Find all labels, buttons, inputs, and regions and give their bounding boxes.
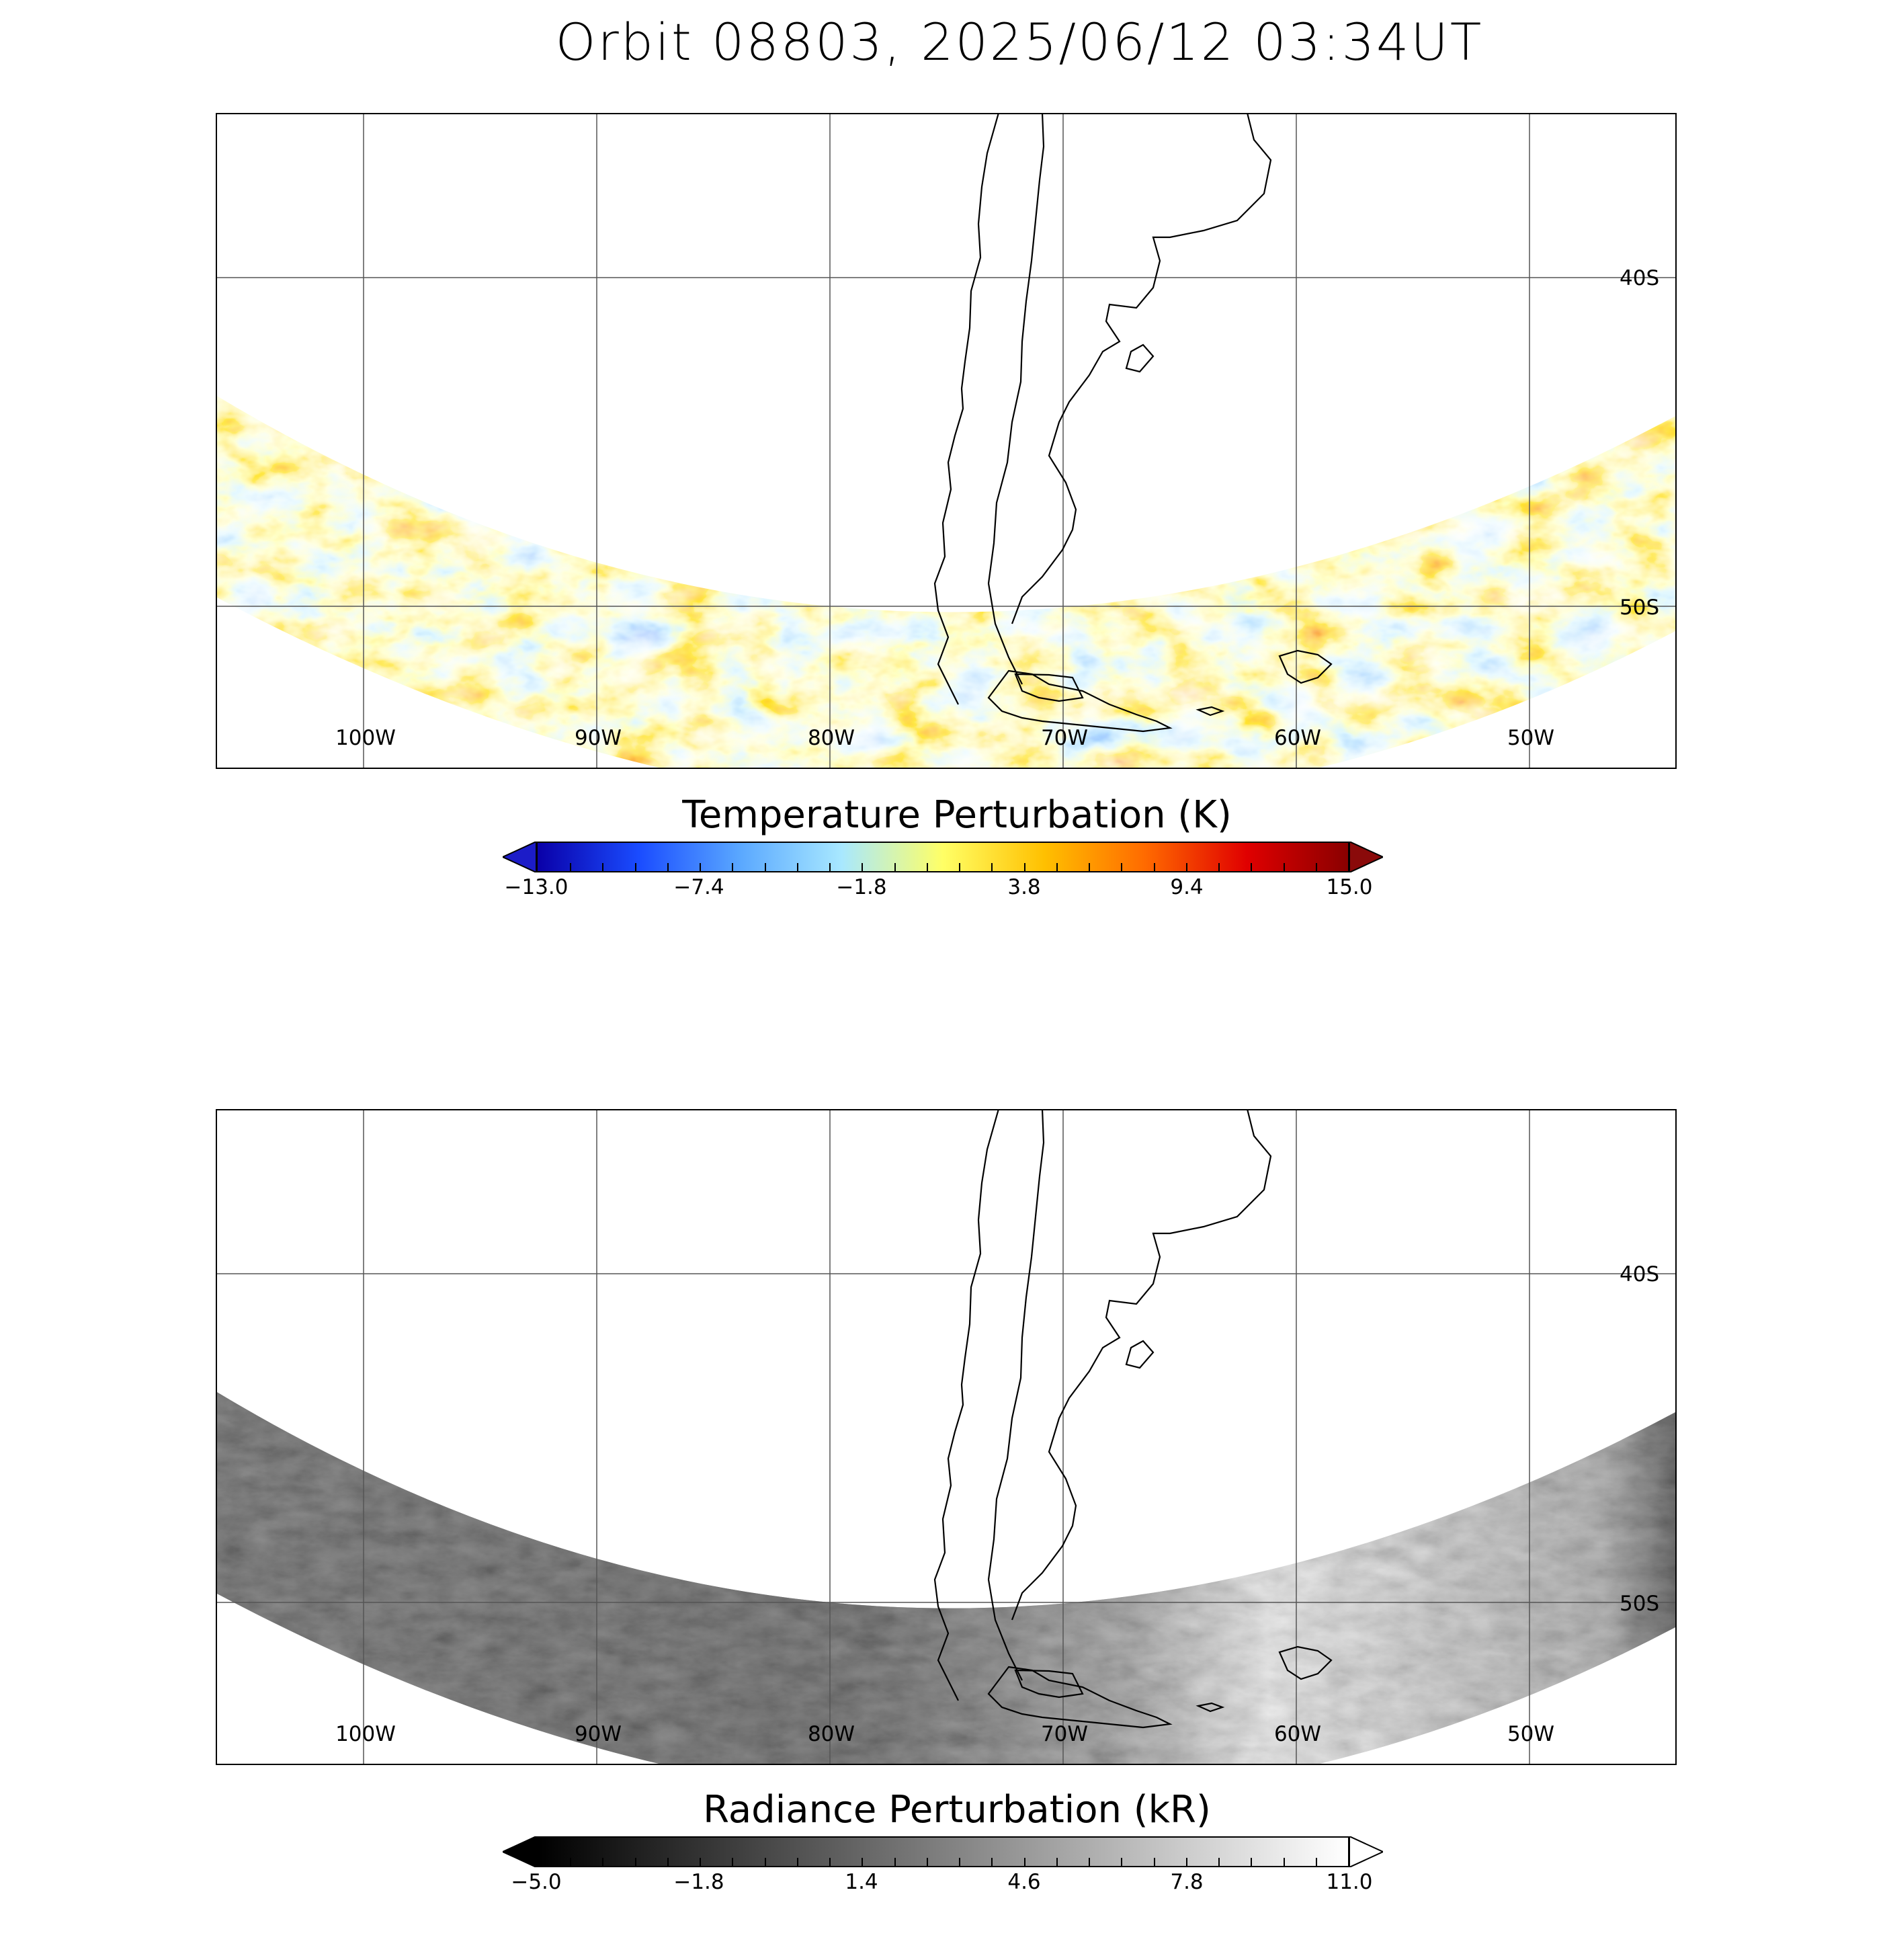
- lon-label-80w: 80W: [807, 726, 855, 750]
- temperature-colorbar-label: 9.4: [1170, 875, 1204, 899]
- temperature-colorbar-tick: [894, 863, 896, 871]
- radiance-colorbar-tick: [894, 1858, 896, 1866]
- lat-label-50s: 50S: [1620, 596, 1660, 620]
- temperature-colorbar-tick: [1218, 863, 1220, 871]
- radiance-colorbar-label: −5.0: [511, 1870, 562, 1894]
- temperature-colorbar-label: −13.0: [504, 875, 569, 899]
- temperature-colorbar-tick: [634, 863, 636, 871]
- lon-label-50w: 50W: [1507, 726, 1555, 750]
- radiance-colorbar-tick: [667, 1858, 669, 1866]
- temperature-over-arrow: [1349, 842, 1383, 872]
- temperature-map: [216, 113, 1677, 768]
- temperature-colorbar-tick: [1023, 863, 1025, 871]
- radiance-colorbar-tick: [1056, 1858, 1058, 1866]
- radiance-colorbar-tick: [634, 1858, 636, 1866]
- radiance-map: [216, 1109, 1677, 1764]
- lon-label-100w: 100W: [335, 726, 396, 750]
- lon-label-90w: 90W: [574, 1722, 622, 1746]
- temperature-colorbar-tick: [1251, 863, 1253, 871]
- lon-label-100w: 100W: [335, 1722, 396, 1746]
- temperature-colorbar-tick: [1089, 863, 1091, 871]
- radiance-colorbar-tick: [570, 1858, 572, 1866]
- temperature-colorbar-title: Temperature Perturbation (K): [682, 793, 1232, 837]
- lon-label-70w: 70W: [1040, 726, 1089, 750]
- temperature-colorbar-tick: [1185, 863, 1187, 871]
- radiance-colorbar-label: 4.6: [1007, 1870, 1041, 1894]
- radiance-colorbar-tick: [602, 1858, 604, 1866]
- temperature-colorbar-label: 3.8: [1007, 875, 1041, 899]
- radiance-colorbar-tick: [1023, 1858, 1025, 1866]
- temperature-colorbar-tick: [991, 863, 993, 871]
- temperature-colorbar-tick: [796, 863, 798, 871]
- graticule: [216, 113, 1677, 768]
- radiance-colorbar-tick: [1185, 1858, 1187, 1866]
- temperature-colorbar-tick: [862, 863, 864, 871]
- lat-label-50s: 50S: [1620, 1592, 1660, 1616]
- temperature-colorbar-tick: [829, 863, 831, 871]
- radiance-colorbar-label: −1.8: [673, 1870, 724, 1894]
- temperature-colorbar-tick: [1283, 863, 1285, 871]
- temperature-colorbar-label: −1.8: [836, 875, 887, 899]
- radiance-colorbar-tick: [926, 1858, 928, 1866]
- radiance-colorbar: [536, 1836, 1349, 1867]
- radiance-colorbar-tick: [1089, 1858, 1091, 1866]
- radiance-colorbar-tick: [1121, 1858, 1123, 1866]
- radiance-colorbar-tick: [732, 1858, 734, 1866]
- radiance-colorbar-tick: [1251, 1858, 1253, 1866]
- radiance-colorbar-tick: [829, 1858, 831, 1866]
- radiance-colorbar-tick: [1283, 1858, 1285, 1866]
- lat-label-40s: 40S: [1620, 266, 1660, 290]
- temperature-colorbar-tick: [1056, 863, 1058, 871]
- radiance-colorbar-tick: [862, 1858, 864, 1866]
- temperature-colorbar-tick: [764, 863, 766, 871]
- temperature-colorbar: [536, 842, 1349, 872]
- radiance-over-arrow: [1349, 1836, 1383, 1867]
- temperature-colorbar-label: −7.4: [673, 875, 724, 899]
- lon-label-60w: 60W: [1273, 726, 1322, 750]
- radiance-colorbar-tick: [1315, 1858, 1317, 1866]
- radiance-colorbar-tick: [1218, 1858, 1220, 1866]
- radiance-colorbar-tick: [1153, 1858, 1155, 1866]
- lon-label-90w: 90W: [574, 726, 622, 750]
- temperature-colorbar-tick: [700, 863, 702, 871]
- radiance-colorbar-tick: [959, 1858, 961, 1866]
- orbit-title: Orbit 08803, 2025/06/12 03:34UT: [555, 12, 1484, 72]
- radiance-colorbar-tick: [796, 1858, 798, 1866]
- radiance-swath: [216, 1391, 1677, 1764]
- lon-label-60w: 60W: [1273, 1722, 1322, 1746]
- temperature-map-panel: [216, 113, 1677, 768]
- radiance-under-arrow: [503, 1836, 536, 1867]
- temperature-colorbar-tick: [732, 863, 734, 871]
- radiance-colorbar-tick: [700, 1858, 702, 1866]
- temperature-colorbar-tick: [1315, 863, 1317, 871]
- lat-label-40s: 40S: [1620, 1262, 1660, 1287]
- radiance-colorbar-label: 1.4: [845, 1870, 878, 1894]
- radiance-map-panel: [216, 1109, 1677, 1764]
- lon-label-70w: 70W: [1040, 1722, 1089, 1746]
- south-america-coastline: [933, 1109, 1333, 1729]
- radiance-colorbar-label: 11.0: [1326, 1870, 1373, 1894]
- temperature-colorbar-tick: [1121, 863, 1123, 871]
- temperature-colorbar-tick: [959, 863, 961, 871]
- south-america-coastline: [933, 113, 1333, 733]
- lon-label-50w: 50W: [1507, 1722, 1555, 1746]
- temperature-colorbar-label: 15.0: [1326, 875, 1373, 899]
- temperature-colorbar-tick: [602, 863, 604, 871]
- radiance-colorbar-label: 7.8: [1170, 1870, 1204, 1894]
- temperature-under-arrow: [503, 842, 536, 872]
- temperature-colorbar-tick: [570, 863, 572, 871]
- temperature-colorbar-tick: [1153, 863, 1155, 871]
- temperature-swath: [216, 395, 1677, 768]
- graticule: [216, 1109, 1677, 1764]
- radiance-colorbar-title: Radiance Perturbation (kR): [703, 1788, 1211, 1832]
- lon-label-80w: 80W: [807, 1722, 855, 1746]
- temperature-colorbar-tick: [926, 863, 928, 871]
- radiance-colorbar-tick: [764, 1858, 766, 1866]
- temperature-colorbar-tick: [667, 863, 669, 871]
- radiance-colorbar-tick: [991, 1858, 993, 1866]
